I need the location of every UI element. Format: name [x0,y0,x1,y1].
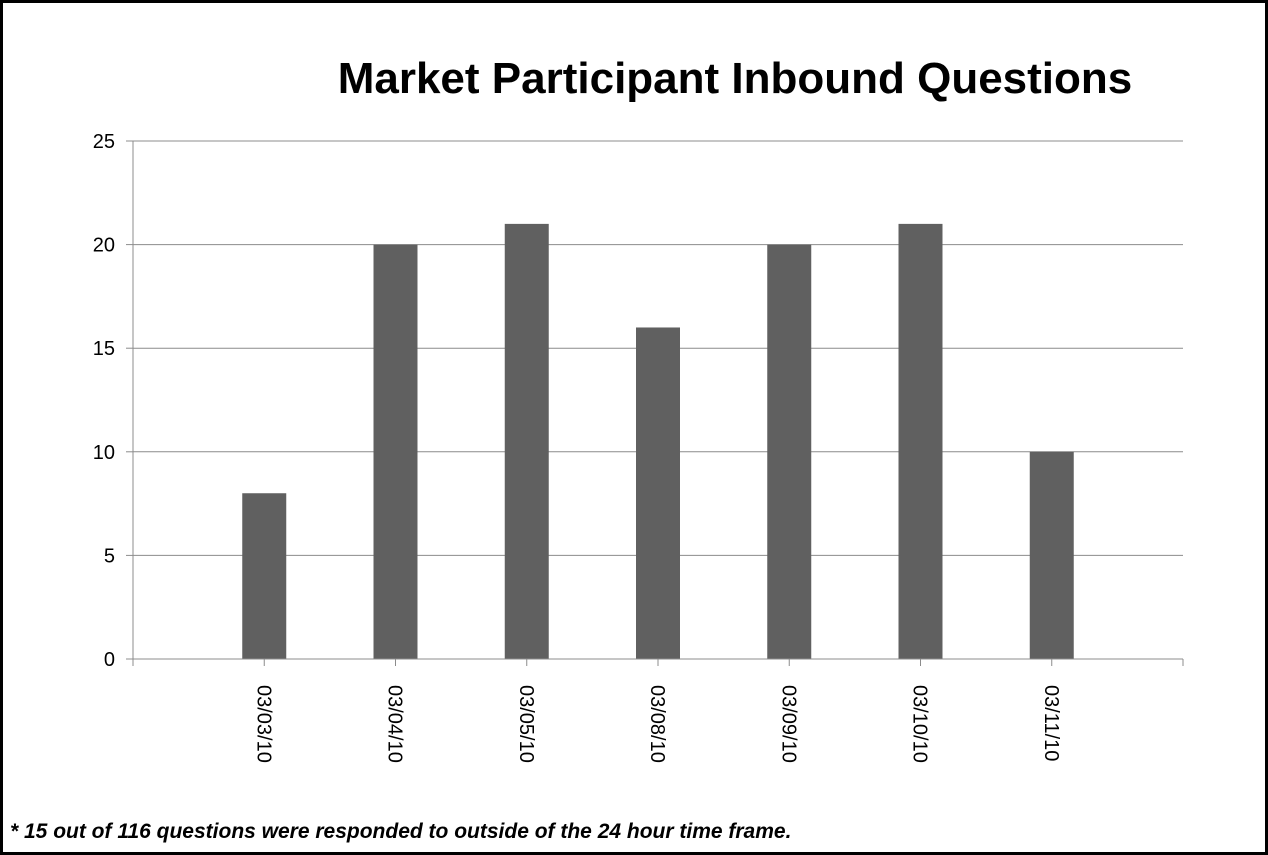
x-tick-label: 03/04/10 [384,685,406,763]
x-tick-label: 03/11/10 [1040,685,1062,761]
x-tick-label: 03/09/10 [777,685,799,763]
x-tick-label: 03/08/10 [646,685,668,763]
y-tick-label: 25 [93,131,115,153]
chart-title: Market Participant Inbound Questions [338,54,1133,103]
bar [1029,451,1074,659]
bar [898,223,943,659]
y-tick-label: 20 [93,235,115,257]
bar [373,244,418,659]
y-tick-label: 15 [93,338,115,360]
bar [242,493,287,659]
footnote: * 15 out of 116 questions were responded… [10,820,791,843]
x-tick-label: 03/10/10 [909,685,931,763]
bar [636,327,680,659]
bar [767,244,812,659]
y-tick-label: 0 [104,649,115,671]
bar [504,223,549,659]
x-tick-label: 03/03/10 [252,685,274,763]
y-tick-label: 10 [93,442,115,464]
y-tick-label: 5 [104,545,115,567]
x-tick-label: 03/05/10 [515,685,537,763]
